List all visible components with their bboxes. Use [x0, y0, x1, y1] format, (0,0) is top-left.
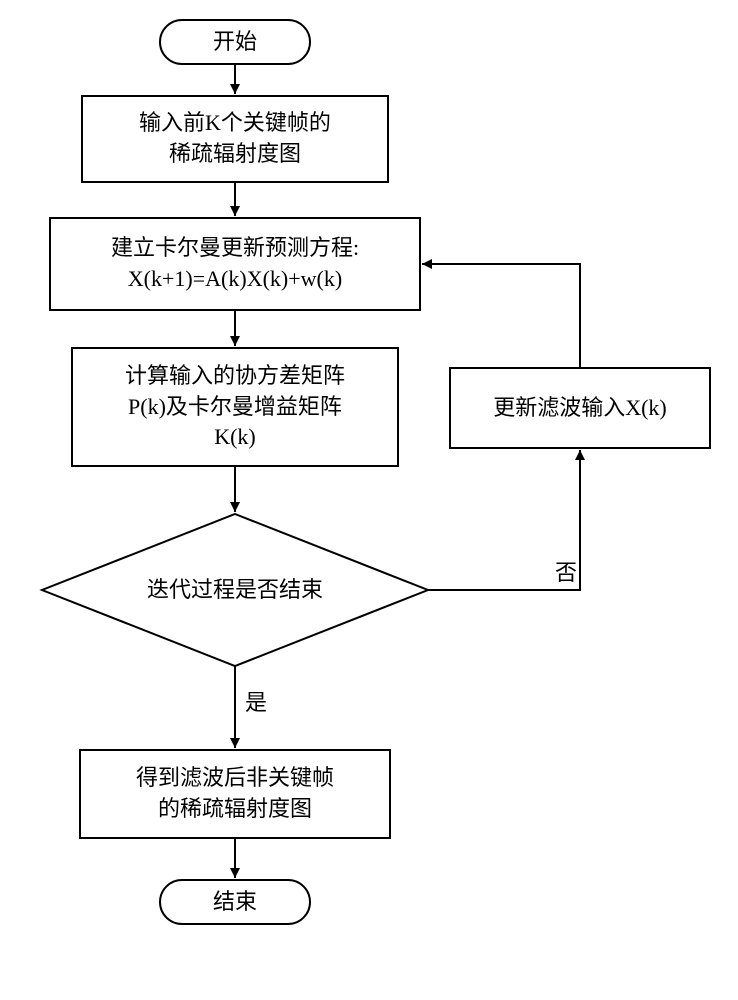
node-output: 得到滤波后非关键帧的稀疏辐射度图	[80, 750, 390, 838]
no-label: 否	[555, 560, 577, 585]
node-input: 输入前K个关键帧的稀疏辐射度图	[82, 96, 388, 182]
node-decision: 迭代过程是否结束	[42, 514, 428, 666]
edge-update-kalman	[422, 264, 580, 368]
node-kalman: 建立卡尔曼更新预测方程:X(k+1)=A(k)X(k)+w(k)	[50, 218, 420, 310]
cov-label: 计算输入的协方差矩阵P(k)及卡尔曼增益矩阵K(k)	[72, 348, 398, 466]
output-label: 得到滤波后非关键帧的稀疏辐射度图	[80, 750, 390, 838]
node-update: 更新滤波输入X(k)	[450, 368, 710, 448]
node-end: 结束	[160, 880, 310, 924]
decision-label: 迭代过程是否结束	[90, 554, 380, 626]
start-label: 开始	[160, 20, 310, 64]
flowchart-canvas: 开始 输入前K个关键帧的稀疏辐射度图 建立卡尔曼更新预测方程:X(k+1)=A(…	[0, 0, 738, 1000]
node-cov: 计算输入的协方差矩阵P(k)及卡尔曼增益矩阵K(k)	[72, 348, 398, 466]
end-label: 结束	[160, 880, 310, 924]
input-label: 输入前K个关键帧的稀疏辐射度图	[82, 96, 388, 182]
node-start: 开始	[160, 20, 310, 64]
kalman-label: 建立卡尔曼更新预测方程:X(k+1)=A(k)X(k)+w(k)	[50, 218, 420, 310]
yes-label: 是	[245, 690, 267, 715]
update-label: 更新滤波输入X(k)	[450, 368, 710, 448]
